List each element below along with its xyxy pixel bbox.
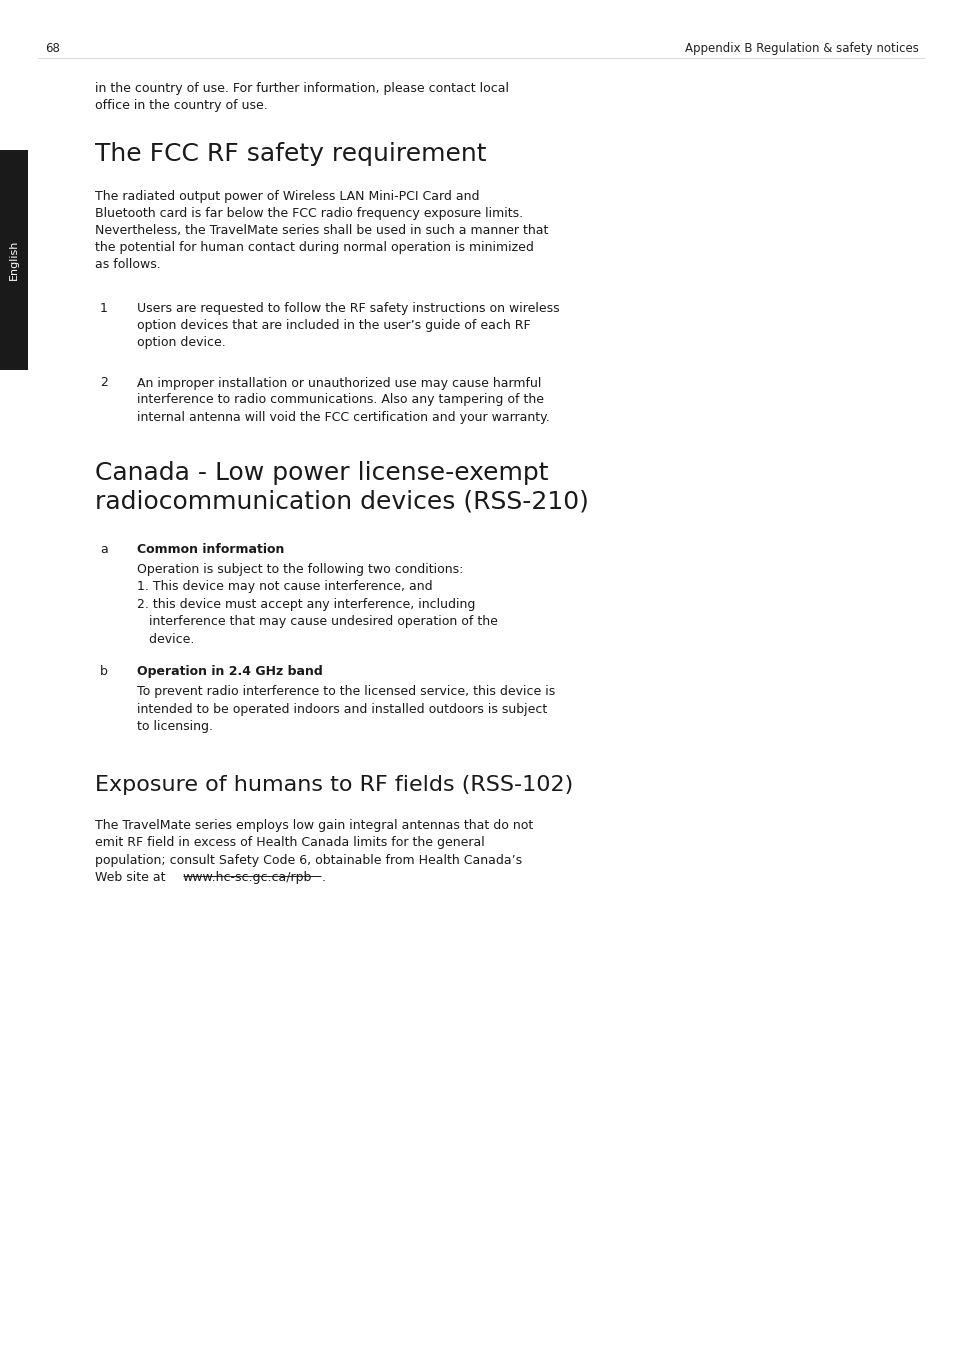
Text: Canada - Low power license-exempt
radiocommunication devices (RSS-210): Canada - Low power license-exempt radioc…	[95, 461, 588, 513]
Text: Operation in 2.4 GHz band: Operation in 2.4 GHz band	[137, 665, 322, 679]
Text: 1: 1	[100, 303, 108, 315]
Text: intended to be operated indoors and installed outdoors is subject: intended to be operated indoors and inst…	[137, 704, 547, 716]
Text: device.: device.	[137, 632, 194, 646]
Text: Web site at: Web site at	[95, 872, 170, 884]
Text: .: .	[321, 872, 325, 884]
Text: population; consult Safety Code 6, obtainable from Health Canada’s: population; consult Safety Code 6, obtai…	[95, 854, 521, 867]
Text: The radiated output power of Wireless LAN Mini-PCI Card and
Bluetooth card is fa: The radiated output power of Wireless LA…	[95, 190, 548, 271]
Text: 2: 2	[100, 376, 108, 390]
Text: Users are requested to follow the RF safety instructions on wireless
option devi: Users are requested to follow the RF saf…	[137, 303, 559, 349]
Text: Operation is subject to the following two conditions:: Operation is subject to the following tw…	[137, 563, 463, 576]
Text: 68: 68	[45, 42, 60, 55]
Text: To prevent radio interference to the licensed service, this device is: To prevent radio interference to the lic…	[137, 686, 555, 698]
Bar	[0, 151, 28, 370]
Text: interference that may cause undesired operation of the: interference that may cause undesired op…	[137, 616, 497, 628]
Text: English: English	[9, 240, 19, 281]
Text: www.hc-sc.gc.ca/rpb: www.hc-sc.gc.ca/rpb	[182, 872, 312, 884]
Text: The FCC RF safety requirement: The FCC RF safety requirement	[95, 142, 486, 166]
Text: Exposure of humans to RF fields (RSS-102): Exposure of humans to RF fields (RSS-102…	[95, 775, 573, 795]
Text: Common information: Common information	[137, 543, 284, 556]
Text: in the country of use. For further information, please contact local
office in t: in the country of use. For further infor…	[95, 82, 509, 112]
Text: 1. This device may not cause interference, and: 1. This device may not cause interferenc…	[137, 580, 432, 594]
Text: to licensing.: to licensing.	[137, 720, 213, 734]
Text: 2. this device must accept any interference, including: 2. this device must accept any interfere…	[137, 598, 475, 611]
Text: Appendix B Regulation & safety notices: Appendix B Regulation & safety notices	[684, 42, 918, 55]
Text: a: a	[100, 543, 108, 556]
Text: An improper installation or unauthorized use may cause harmful
interference to r: An improper installation or unauthorized…	[137, 376, 549, 423]
Text: The TravelMate series employs low gain integral antennas that do not: The TravelMate series employs low gain i…	[95, 819, 533, 832]
Text: b: b	[100, 665, 108, 679]
Text: emit RF field in excess of Health Canada limits for the general: emit RF field in excess of Health Canada…	[95, 836, 484, 850]
